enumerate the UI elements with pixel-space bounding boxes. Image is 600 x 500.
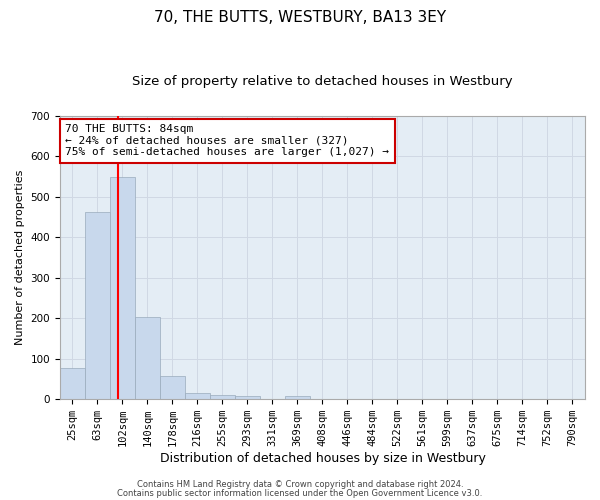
Bar [110, 177, 135, 399]
Bar [60, 368, 85, 399]
Bar [85, 212, 110, 399]
Text: 70, THE BUTTS, WESTBURY, BA13 3EY: 70, THE BUTTS, WESTBURY, BA13 3EY [154, 10, 446, 25]
Bar [235, 396, 260, 399]
Bar [185, 393, 210, 399]
Title: Size of property relative to detached houses in Westbury: Size of property relative to detached ho… [132, 75, 513, 88]
Text: Contains HM Land Registry data © Crown copyright and database right 2024.: Contains HM Land Registry data © Crown c… [137, 480, 463, 489]
Bar [285, 396, 310, 399]
Text: 70 THE BUTTS: 84sqm
← 24% of detached houses are smaller (327)
75% of semi-detac: 70 THE BUTTS: 84sqm ← 24% of detached ho… [65, 124, 389, 158]
Y-axis label: Number of detached properties: Number of detached properties [15, 170, 25, 345]
Text: Contains public sector information licensed under the Open Government Licence v3: Contains public sector information licen… [118, 488, 482, 498]
Bar [210, 395, 235, 399]
Bar [135, 317, 160, 399]
X-axis label: Distribution of detached houses by size in Westbury: Distribution of detached houses by size … [160, 452, 485, 465]
Bar [160, 376, 185, 399]
